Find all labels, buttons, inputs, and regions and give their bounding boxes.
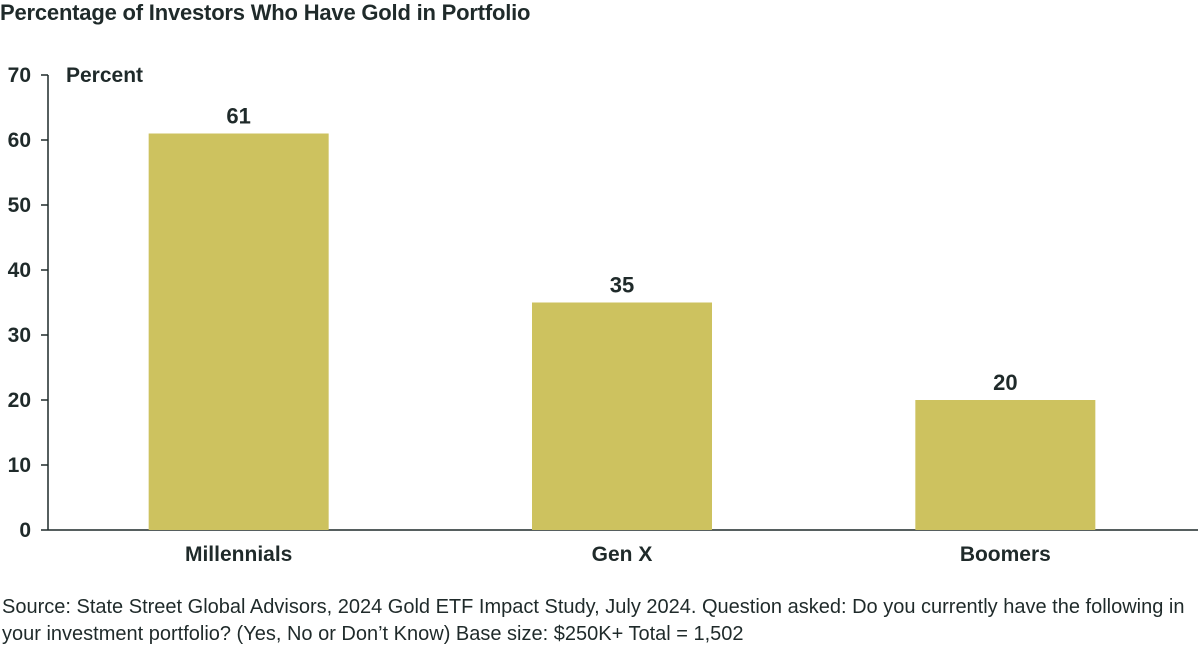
data-label: 35 xyxy=(610,273,634,298)
y-axis-unit-label: Percent xyxy=(66,64,143,87)
y-tick-label: 20 xyxy=(8,389,31,412)
bar-chart: 0 10 20 30 40 50 60 70 61 35 20 Millennials Gen X B… xyxy=(8,64,1198,566)
source-note: Source: State Street Global Advisors, 20… xyxy=(2,596,1185,645)
category-labels: Millennials Gen X Boomers xyxy=(185,543,1051,566)
y-tick-label: 10 xyxy=(8,454,31,477)
y-tick-label: 50 xyxy=(8,194,31,217)
category-label: Gen X xyxy=(592,543,653,566)
data-labels: 61 35 20 xyxy=(226,104,1017,396)
bar-boomers xyxy=(915,400,1096,530)
y-tick-label: 40 xyxy=(8,259,31,282)
bar-gen-x xyxy=(532,302,712,530)
y-tick-label: 0 xyxy=(19,519,31,542)
chart-title: Percentage of Investors Who Have Gold in… xyxy=(0,0,531,25)
bars xyxy=(148,133,1096,530)
data-label: 61 xyxy=(226,104,250,129)
category-label: Boomers xyxy=(960,543,1051,566)
y-tick-label: 60 xyxy=(8,129,31,152)
data-label: 20 xyxy=(993,370,1017,395)
y-tick-label: 30 xyxy=(8,324,31,347)
category-label: Millennials xyxy=(185,543,292,566)
y-tick-label: 70 xyxy=(8,64,31,87)
bar-millennials xyxy=(148,133,329,530)
